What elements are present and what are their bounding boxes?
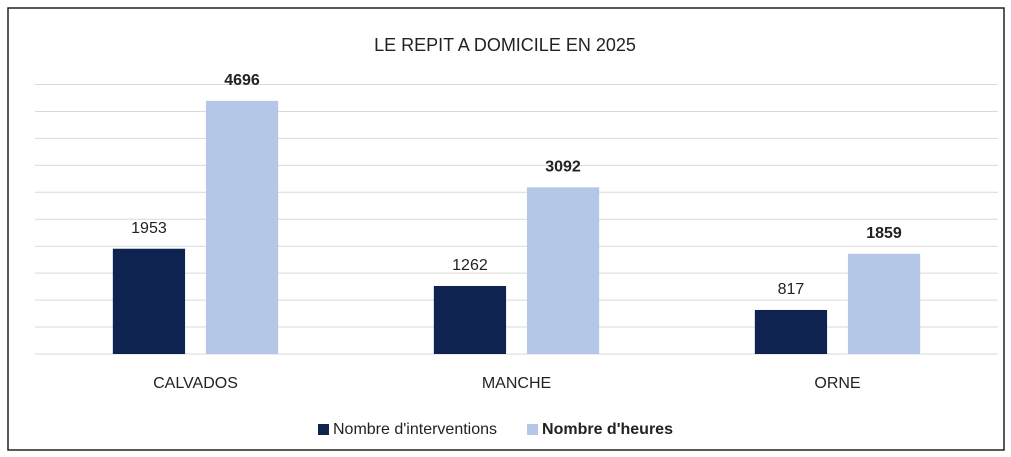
legend-label: Nombre d'interventions (333, 421, 497, 438)
x-tick-label: MANCHE (482, 375, 551, 392)
legend-swatch (318, 424, 329, 435)
bar (112, 248, 186, 354)
bar (754, 309, 828, 354)
x-tick-label: ORNE (814, 375, 860, 392)
data-label: 1262 (452, 257, 488, 274)
legend-label: Nombre d'heures (542, 421, 673, 438)
chart-frame (7, 7, 1005, 451)
legend-swatch (527, 424, 539, 435)
bar (526, 187, 600, 354)
bar (847, 253, 921, 354)
data-label: 1859 (866, 225, 902, 242)
data-label: 4696 (224, 72, 260, 89)
chart-title: LE REPIT A DOMICILE EN 2025 (374, 35, 636, 55)
x-tick-label: CALVADOS (153, 375, 238, 392)
data-label: 1953 (131, 220, 167, 237)
data-label: 817 (778, 281, 805, 298)
bar (205, 100, 279, 355)
bar (433, 285, 507, 354)
data-label: 3092 (545, 159, 581, 176)
